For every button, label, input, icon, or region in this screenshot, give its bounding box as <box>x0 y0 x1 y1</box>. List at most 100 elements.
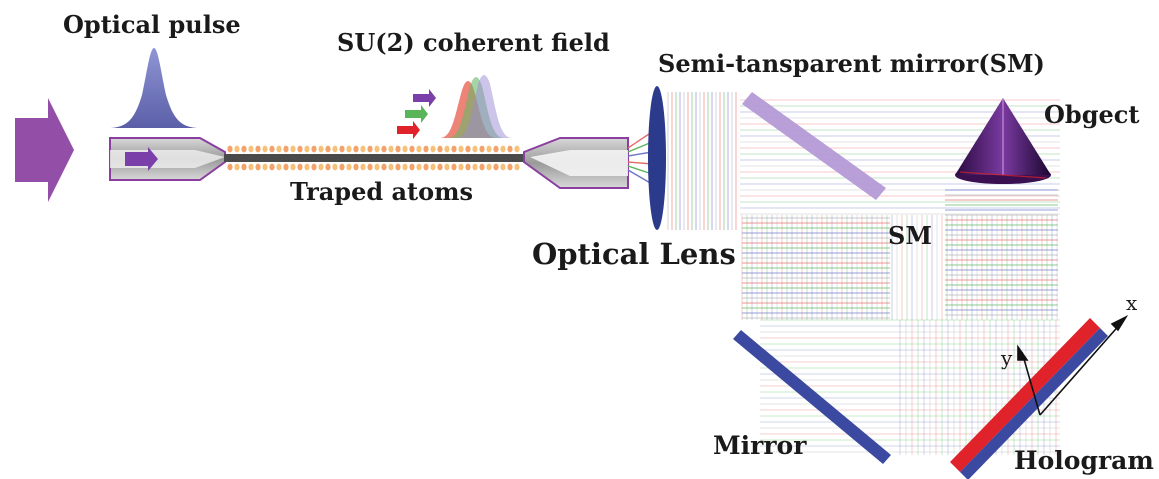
atom <box>395 145 401 153</box>
label-mirror: Mirror <box>713 431 807 460</box>
mirror <box>733 330 891 464</box>
atom <box>388 163 394 171</box>
atom <box>339 163 345 171</box>
atom <box>248 163 254 171</box>
atom <box>325 145 331 153</box>
label-hologram: Hologram <box>1014 446 1154 475</box>
atom <box>514 145 520 153</box>
input-arrow-icon <box>15 98 74 202</box>
atom <box>507 145 513 153</box>
atom <box>332 163 338 171</box>
atom <box>297 145 303 153</box>
atom <box>514 163 520 171</box>
atom <box>262 163 268 171</box>
label-object: Obgect <box>1044 100 1140 129</box>
label-su2-coherent-field: SU(2) coherent field <box>337 28 610 57</box>
atom <box>374 163 380 171</box>
semi-transparent-mirror <box>742 92 886 200</box>
atom <box>339 145 345 153</box>
atom <box>409 163 415 171</box>
atom <box>381 145 387 153</box>
atom <box>248 145 254 153</box>
atom <box>479 145 485 153</box>
atom <box>458 145 464 153</box>
atom <box>283 145 289 153</box>
atom <box>451 145 457 153</box>
lens-icon <box>648 86 666 230</box>
atom <box>360 163 366 171</box>
atom <box>318 145 324 153</box>
atom <box>437 163 443 171</box>
atom <box>402 163 408 171</box>
trapped-atoms <box>227 145 520 171</box>
atom <box>374 145 380 153</box>
atom <box>311 163 317 171</box>
atom <box>290 163 296 171</box>
atom <box>423 163 429 171</box>
atom <box>290 145 296 153</box>
atom <box>367 145 373 153</box>
atom <box>262 145 268 153</box>
atom <box>353 145 359 153</box>
atom <box>395 163 401 171</box>
atom <box>346 145 352 153</box>
atom <box>234 145 240 153</box>
gaussian-pulse-icon <box>108 48 200 128</box>
atom <box>255 163 261 171</box>
atom <box>437 145 443 153</box>
label-sm: SM <box>888 221 932 250</box>
fan-rays <box>627 131 653 185</box>
atom <box>318 163 324 171</box>
atom <box>500 163 506 171</box>
atom <box>283 163 289 171</box>
atom <box>234 163 240 171</box>
atom <box>458 163 464 171</box>
atom <box>360 145 366 153</box>
atom <box>472 163 478 171</box>
coherent-field-spectrum <box>440 75 512 138</box>
label-semi-transparent-mirror: Semi-tansparent mirror(SM) <box>658 49 1045 78</box>
atom <box>479 163 485 171</box>
label-trapped-atoms: Traped atoms <box>290 177 474 206</box>
atom <box>353 163 359 171</box>
fiber-core <box>224 154 524 162</box>
atom <box>472 145 478 153</box>
atom <box>367 163 373 171</box>
atom <box>493 163 499 171</box>
atom <box>346 163 352 171</box>
atom <box>276 145 282 153</box>
atom <box>269 145 275 153</box>
label-optical-lens: Optical Lens <box>532 237 736 271</box>
atom <box>227 145 233 153</box>
atom <box>493 145 499 153</box>
atom <box>423 145 429 153</box>
hologram-plate <box>950 318 1108 479</box>
cone-object-icon <box>955 98 1051 184</box>
label-axis-x: x <box>1126 291 1138 315</box>
atom <box>227 163 233 171</box>
atom <box>430 163 436 171</box>
atom <box>297 163 303 171</box>
hologram-axes <box>1017 315 1129 416</box>
atom <box>304 145 310 153</box>
atom <box>507 163 513 171</box>
interference-beams <box>667 92 1060 455</box>
atom <box>416 163 422 171</box>
atom <box>430 145 436 153</box>
atom <box>276 163 282 171</box>
fiber-input-coupler <box>109 137 226 181</box>
atom <box>269 163 275 171</box>
atom <box>451 163 457 171</box>
atom <box>325 163 331 171</box>
atom <box>465 163 471 171</box>
atom <box>402 145 408 153</box>
atom <box>409 145 415 153</box>
atom <box>241 163 247 171</box>
atom <box>444 163 450 171</box>
atom <box>500 145 506 153</box>
atom <box>465 145 471 153</box>
atom <box>388 145 394 153</box>
atom <box>332 145 338 153</box>
atom <box>444 145 450 153</box>
